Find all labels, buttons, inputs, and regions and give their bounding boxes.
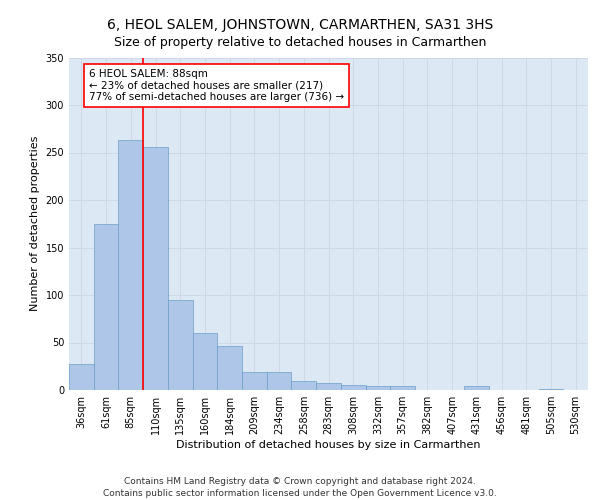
Text: Size of property relative to detached houses in Carmarthen: Size of property relative to detached ho… — [114, 36, 486, 49]
Text: 6 HEOL SALEM: 88sqm
← 23% of detached houses are smaller (217)
77% of semi-detac: 6 HEOL SALEM: 88sqm ← 23% of detached ho… — [89, 69, 344, 102]
Bar — [390, 386, 415, 390]
Bar — [94, 224, 118, 390]
Bar — [292, 382, 316, 390]
Bar — [316, 384, 341, 390]
Bar — [267, 372, 292, 390]
Bar — [118, 140, 143, 390]
Bar — [168, 300, 193, 390]
Y-axis label: Number of detached properties: Number of detached properties — [30, 136, 40, 312]
X-axis label: Distribution of detached houses by size in Carmarthen: Distribution of detached houses by size … — [176, 440, 481, 450]
Bar — [143, 147, 168, 390]
Bar — [539, 389, 563, 390]
Bar — [69, 364, 94, 390]
Bar — [217, 346, 242, 390]
Bar — [464, 386, 489, 390]
Text: Contains HM Land Registry data © Crown copyright and database right 2024.
Contai: Contains HM Land Registry data © Crown c… — [103, 476, 497, 498]
Bar — [242, 372, 267, 390]
Text: 6, HEOL SALEM, JOHNSTOWN, CARMARTHEN, SA31 3HS: 6, HEOL SALEM, JOHNSTOWN, CARMARTHEN, SA… — [107, 18, 493, 32]
Bar — [193, 333, 217, 390]
Bar — [341, 385, 365, 390]
Bar — [365, 386, 390, 390]
